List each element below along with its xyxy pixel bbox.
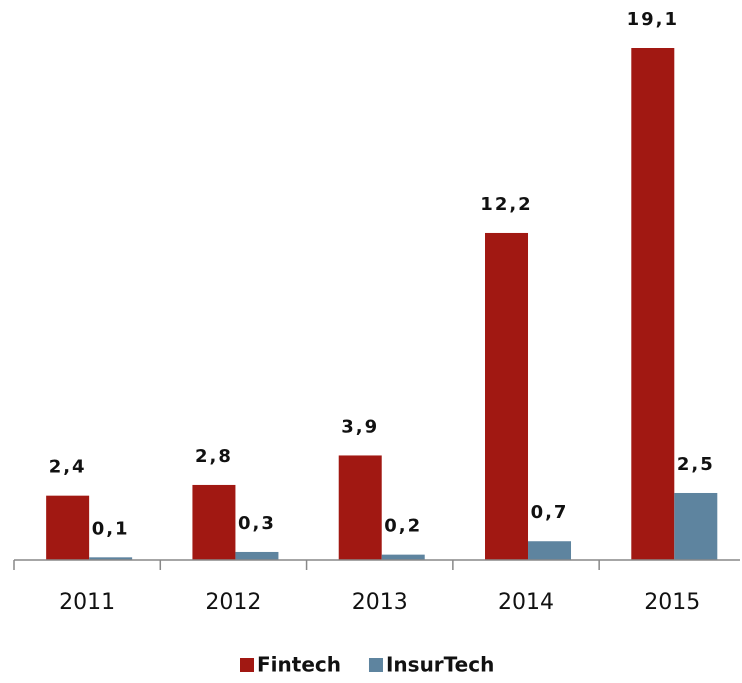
bar [46,495,90,560]
data-label: 0,2 [384,516,422,537]
legend-label: Fintech [257,653,341,677]
legend-swatch [368,658,383,672]
data-label: 19,1 [627,9,679,30]
bar [528,541,572,560]
legend-swatch [240,658,254,672]
bar [338,455,382,560]
bar [485,232,529,560]
x-tick-label: 2014 [498,590,554,615]
data-label: 2,8 [195,446,233,467]
bar [381,554,425,560]
data-label: 0,3 [238,513,276,534]
bar [192,484,236,560]
data-label: 12,2 [480,194,532,215]
data-label: 3,9 [341,416,379,437]
data-label: 2,5 [677,454,715,475]
data-label: 0,1 [92,518,130,539]
x-tick-label: 2011 [59,590,115,615]
x-tick-label: 2015 [644,590,700,615]
bar [674,492,718,560]
x-tick-label: 2012 [205,590,261,615]
bar [631,48,675,560]
data-label: 2,4 [49,457,87,478]
legend-label: InsurTech [386,653,494,677]
data-label: 0,7 [531,502,569,523]
bar [89,557,133,560]
x-tick-label: 2013 [352,590,408,615]
bar [235,551,279,560]
